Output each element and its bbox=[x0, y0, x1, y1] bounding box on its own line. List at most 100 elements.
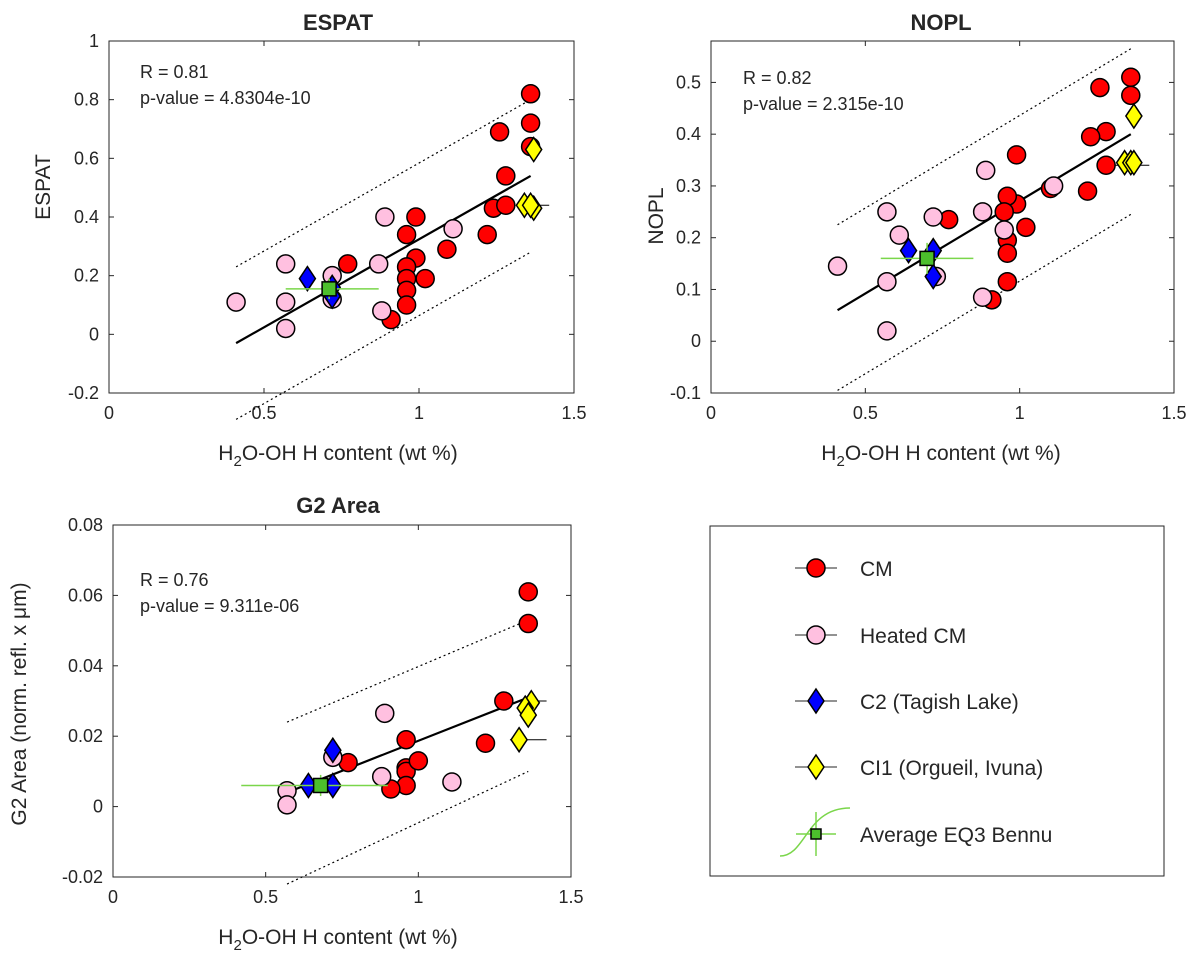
legend-item-bennu: Average EQ3 Bennu bbox=[779, 807, 1052, 857]
point-cm bbox=[1077, 181, 1098, 201]
legend-item-c2: C2 (Tagish Lake) bbox=[795, 687, 1019, 715]
point-cm bbox=[1016, 217, 1036, 238]
r-value: R = 0.76 bbox=[140, 570, 209, 590]
y-tick-label: 0.3 bbox=[676, 176, 701, 196]
r-value: R = 0.81 bbox=[140, 62, 209, 82]
point-c2 bbox=[924, 263, 943, 290]
y-tick-label: 0.8 bbox=[74, 90, 99, 110]
point-cm bbox=[337, 254, 358, 274]
point-cm bbox=[475, 733, 496, 753]
x-tick-label: 0.5 bbox=[251, 403, 276, 423]
legend-label: CM bbox=[860, 558, 893, 581]
point-cm bbox=[406, 207, 426, 227]
x-axis-label: H2O-OH H content (wt %) bbox=[218, 926, 457, 954]
bound-line-lower bbox=[235, 251, 531, 420]
point-cm bbox=[415, 268, 435, 289]
point-ci1 bbox=[1124, 102, 1143, 130]
legend-item-ci1: CI1 (Orgueil, Ivuna) bbox=[795, 753, 1043, 781]
point-ci1 bbox=[521, 191, 540, 219]
point-cm bbox=[994, 202, 1014, 222]
point-heated-cm bbox=[877, 271, 897, 292]
point-heated-cm bbox=[226, 292, 246, 312]
point-cm bbox=[520, 84, 541, 104]
point-heated-cm bbox=[1043, 176, 1064, 196]
point-heated-cm bbox=[372, 301, 392, 321]
point-heated-cm bbox=[368, 254, 389, 274]
y-tick-label: 0 bbox=[93, 797, 103, 817]
chart-title: NOPL bbox=[910, 10, 971, 35]
p-value: p-value = 9.311e-06 bbox=[140, 596, 299, 616]
x-tick-label: 0 bbox=[104, 403, 114, 423]
legend-marker-heated-cm bbox=[806, 625, 826, 645]
x-tick-label: 1.5 bbox=[1161, 403, 1186, 423]
legend-item-cm: CM bbox=[795, 558, 893, 581]
bound-line-upper bbox=[837, 48, 1132, 226]
y-tick-label: 0 bbox=[89, 324, 99, 344]
chart-title: ESPAT bbox=[303, 10, 374, 35]
point-cm bbox=[520, 113, 541, 133]
point-cm bbox=[408, 751, 429, 771]
legend-marker-ci1 bbox=[807, 753, 825, 781]
point-heated-cm bbox=[889, 225, 910, 245]
point-heated-cm bbox=[877, 321, 897, 341]
y-tick-label: 0 bbox=[691, 331, 701, 351]
point-cm bbox=[1080, 127, 1101, 147]
x-tick-label: 1.5 bbox=[558, 887, 583, 907]
y-tick-label: 0.06 bbox=[68, 585, 103, 605]
point-ci1 bbox=[1124, 149, 1143, 176]
legend-box bbox=[709, 525, 1165, 877]
y-tick-label: 0.4 bbox=[74, 207, 99, 227]
point-cm bbox=[396, 224, 417, 245]
x-tick-label: 0.5 bbox=[253, 887, 278, 907]
point-heated-cm bbox=[972, 287, 993, 307]
legend-label: Average EQ3 Bennu bbox=[860, 824, 1052, 847]
point-heated-cm bbox=[994, 220, 1014, 240]
y-tick-label: 0.2 bbox=[74, 266, 99, 286]
point-heated-cm bbox=[374, 703, 395, 724]
point-cm bbox=[997, 243, 1018, 263]
point-cm bbox=[496, 166, 516, 186]
bound-line-upper bbox=[235, 99, 531, 268]
y-axis-label: NOPL bbox=[645, 187, 668, 244]
point-cm bbox=[997, 271, 1018, 292]
point-c2 bbox=[323, 736, 342, 764]
legend-marker-c2 bbox=[807, 687, 825, 715]
legend-marker-cm bbox=[806, 558, 826, 578]
y-tick-label: 1 bbox=[89, 31, 99, 51]
point-heated-cm bbox=[877, 202, 897, 222]
y-tick-label: 0.04 bbox=[68, 656, 103, 676]
point-bennu bbox=[919, 250, 935, 267]
x-tick-label: 0.5 bbox=[853, 403, 878, 423]
y-tick-label: 0.1 bbox=[676, 279, 701, 299]
point-heated-cm bbox=[972, 202, 993, 222]
bound-line-upper bbox=[286, 619, 529, 723]
point-cm bbox=[518, 613, 539, 634]
point-heated-cm bbox=[923, 207, 943, 227]
chart-title: G2 Area bbox=[296, 493, 380, 518]
espat-panel: ESPAT H2O-OH H content (wt %) ESPAT R = … bbox=[32, 10, 587, 470]
point-cm bbox=[1006, 145, 1027, 165]
point-bennu bbox=[321, 281, 337, 297]
x-tick-label: 1 bbox=[1015, 403, 1025, 423]
y-axis-label: ESPAT bbox=[32, 154, 55, 220]
point-cm bbox=[489, 122, 510, 142]
y-tick-label: -0.1 bbox=[670, 383, 701, 403]
legend-marker-bennu bbox=[810, 828, 822, 840]
x-axis-label: H2O-OH H content (wt %) bbox=[218, 442, 457, 470]
r-value: R = 0.82 bbox=[743, 68, 812, 88]
y-tick-label: 0.2 bbox=[676, 228, 701, 248]
point-heated-cm bbox=[827, 256, 848, 276]
y-tick-label: -0.02 bbox=[62, 867, 103, 887]
point-heated-cm bbox=[275, 318, 296, 339]
y-tick-label: -0.2 bbox=[68, 383, 99, 403]
point-cm bbox=[1096, 155, 1116, 175]
legend-label: Heated CM bbox=[860, 625, 966, 648]
x-tick-label: 0 bbox=[108, 887, 118, 907]
p-value: p-value = 4.8304e-10 bbox=[140, 88, 311, 108]
point-heated-cm bbox=[371, 766, 392, 787]
point-cm bbox=[477, 224, 497, 245]
point-cm bbox=[1090, 77, 1110, 98]
p-value: p-value = 2.315e-10 bbox=[743, 94, 904, 114]
y-tick-label: 0.08 bbox=[68, 515, 103, 535]
y-tick-label: 0.4 bbox=[676, 124, 701, 144]
